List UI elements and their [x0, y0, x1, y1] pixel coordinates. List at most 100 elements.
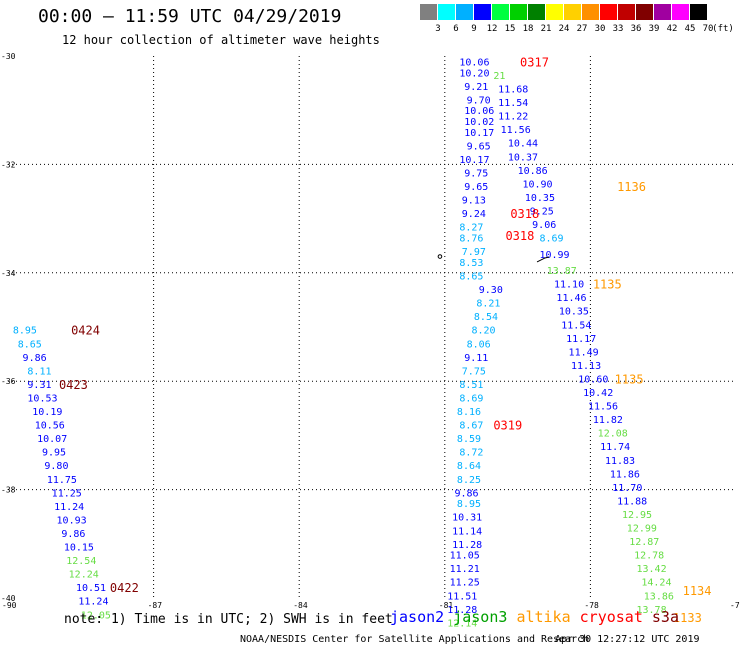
wave-height-label: 11.24 [54, 502, 84, 513]
wave-height-label: 8.76 [459, 234, 483, 245]
time-label: 0422 [110, 581, 139, 595]
colorbar-tick-label: 45 [684, 24, 696, 34]
wave-height-label: 11.21 [450, 564, 480, 575]
wave-height-label: 9.13 [462, 196, 486, 207]
wave-height-label: 14.24 [641, 578, 671, 589]
colorbar-swatch [600, 4, 617, 20]
wave-height-label: 10.02 [464, 117, 494, 128]
satellite-legend: jason2 jason3 altika cryosat s3a [390, 608, 679, 626]
wave-height-label: 9.06 [532, 220, 556, 231]
colorbar-tick-label: 39 [648, 24, 660, 34]
wave-height-label: 9.75 [464, 169, 488, 180]
colorbar-tick-label: 21 [540, 24, 552, 34]
wave-height-label: 10.93 [57, 515, 87, 526]
time-label: 1136 [617, 180, 646, 194]
wave-height-label: 12.78 [634, 551, 664, 562]
wave-height-label: 10.06 [459, 57, 489, 68]
satellite-legend-entry: jason2 [390, 608, 454, 626]
wave-height-label: 11.49 [569, 347, 599, 358]
wave-height-label: 10.17 [464, 128, 494, 139]
wave-height-label: 10.35 [525, 193, 555, 204]
wave-height-label: 12.08 [598, 429, 628, 440]
wave-height-label: 8.95 [457, 499, 481, 510]
wave-height-label: 9.65 [467, 141, 491, 152]
y-tick-label: -38 [1, 486, 16, 495]
wave-height-label: 8.64 [457, 461, 481, 472]
colorbar-swatch [636, 4, 653, 20]
units-note: note: 1) Time is in UTC; 2) SWH is in fe… [64, 612, 393, 627]
wave-height-label: 10.90 [522, 179, 552, 190]
colorbar-swatch [438, 4, 455, 20]
wave-height-label: 8.11 [27, 366, 51, 377]
time-label: 0319 [493, 419, 522, 433]
wave-height-label: 10.99 [539, 250, 569, 261]
wave-height-label: 8.67 [459, 421, 483, 432]
satellite-legend-entry: cryosat [579, 608, 652, 626]
colorbar-tick-label: 24 [558, 24, 570, 34]
wave-height-label: 12.05 [81, 610, 111, 621]
time-label: 0423 [59, 378, 88, 392]
wave-height-label: 11.56 [588, 402, 618, 413]
colorbar-swatch [420, 4, 437, 20]
wave-height-label: 11.74 [600, 442, 630, 453]
wave-height-label: 11.05 [450, 551, 480, 562]
y-tick-label: -40 [1, 594, 16, 603]
wave-height-label: 10.86 [518, 166, 548, 177]
wave-height-label: 12.95 [622, 510, 652, 521]
wave-height-label: 11.88 [617, 496, 647, 507]
y-tick-label: -32 [1, 160, 16, 169]
wave-height-label: 8.16 [457, 407, 481, 418]
wave-height-label: 11.46 [556, 293, 586, 304]
colorbar-tick-label: 6 [453, 24, 459, 34]
wave-height-label: 11.25 [52, 488, 82, 499]
colorbar-tick-label: 12 [486, 24, 498, 34]
wave-height-label: 12.14 [447, 618, 477, 629]
wave-height-label: 11.24 [78, 597, 108, 608]
wave-height-label: 9.65 [464, 182, 488, 193]
colorbar-swatch [474, 4, 491, 20]
wave-height-label: 11.83 [605, 456, 635, 467]
wave-height-label: 8.25 [457, 475, 481, 486]
wave-height-label: 11.82 [593, 415, 623, 426]
wave-height-label: 8.69 [459, 393, 483, 404]
wave-height-label: 11.28 [452, 540, 482, 551]
wave-height-label: 8.65 [18, 339, 42, 350]
colorbar-swatch [456, 4, 473, 20]
wave-height-label: 12.24 [69, 570, 99, 581]
wave-height-label: 9.70 [467, 95, 491, 106]
wave-height-label: 10.15 [64, 543, 94, 554]
wave-height-label: 12.87 [629, 537, 659, 548]
wave-height-label: 8.59 [457, 434, 481, 445]
colorbar-tick-label: 27 [576, 24, 588, 34]
colorbar-tick-label: 33 [612, 24, 624, 34]
wave-height-label: 7.75 [462, 366, 486, 377]
time-label: 0424 [71, 324, 100, 338]
colorbar-tick-label: 30 [594, 24, 606, 34]
wave-height-label: 7.97 [462, 247, 486, 258]
wave-height-label: 10.06 [464, 106, 494, 117]
wave-height-label: 21 [493, 71, 505, 82]
wave-height-label: 9.21 [464, 82, 488, 93]
wave-height-label: 9.25 [530, 206, 554, 217]
wave-height-label: 8.69 [539, 234, 563, 245]
wave-height-label: 9.86 [61, 529, 85, 540]
wave-height-label: 13.87 [547, 266, 577, 277]
wave-height-label: 8.51 [459, 380, 483, 391]
x-tick-label: -78 [584, 601, 599, 610]
colorbar-tick-label: 9 [471, 24, 477, 34]
wave-height-label: 10.07 [37, 434, 67, 445]
x-tick-label: -75 [730, 601, 740, 610]
time-label: 1135 [593, 278, 622, 292]
colorbar-swatch [618, 4, 635, 20]
y-tick-label: -36 [1, 377, 16, 386]
wave-height-label: 13.86 [644, 591, 674, 602]
wave-height-label: 12.54 [66, 556, 96, 567]
wave-height-label: 8.95 [13, 326, 37, 337]
wave-height-label: 8.54 [474, 312, 498, 323]
colorbar-swatch [528, 4, 545, 20]
colorbar-tick-label: 15 [504, 24, 516, 34]
wave-height-label: 9.11 [464, 353, 488, 364]
wave-height-label: 9.86 [23, 353, 47, 364]
chart-subtitle: 12 hour collection of altimeter wave hei… [62, 33, 380, 47]
